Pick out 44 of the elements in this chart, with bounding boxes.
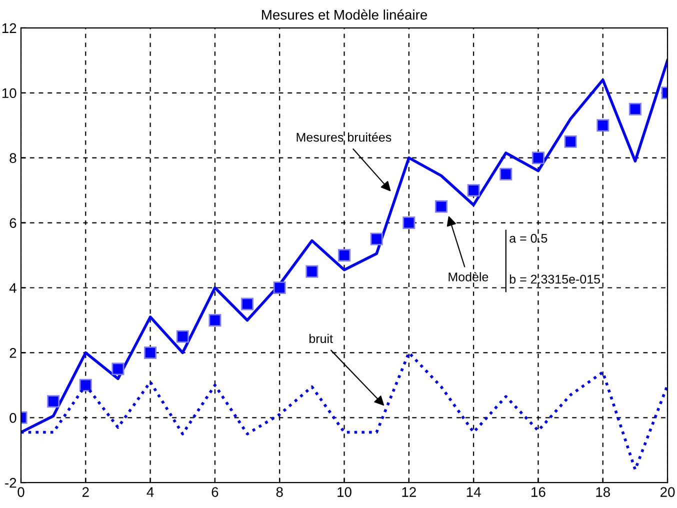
point — [467, 184, 480, 197]
chart-title: Mesures et Modèle linéaire — [262, 9, 428, 20]
point — [500, 168, 512, 180]
point — [532, 152, 544, 164]
point — [241, 298, 254, 310]
point — [273, 281, 286, 294]
y-tick-label: 10 — [2, 88, 16, 98]
x-tick-label: 14 — [466, 487, 481, 497]
annotation: b = 2.3315e-015 — [510, 274, 600, 284]
point — [79, 378, 92, 392]
point — [47, 395, 60, 408]
point — [306, 265, 318, 278]
y-tick-label: 12 — [2, 23, 16, 33]
x-tick-label: 2 — [82, 487, 89, 497]
x-tick-label: 0 — [18, 487, 24, 497]
x-tick-label: 20 — [660, 487, 675, 497]
x-tick-label: 8 — [276, 487, 283, 497]
point — [338, 249, 351, 262]
point — [628, 102, 642, 116]
point — [144, 346, 157, 359]
point — [596, 119, 610, 132]
point — [112, 362, 124, 376]
x-tick-label: 6 — [212, 487, 218, 497]
y-tick-label: 8 — [10, 153, 16, 164]
y-tick-label: 6 — [10, 218, 16, 228]
x-tick-label: 12 — [402, 487, 416, 497]
point — [208, 314, 222, 326]
annotation: Modèle — [448, 272, 488, 282]
x-tick-label: 18 — [596, 487, 610, 497]
annotation: Mesures bruitées — [296, 132, 392, 142]
y-tick-label: 2 — [10, 348, 16, 358]
point — [370, 232, 383, 246]
x-tick-label: 16 — [532, 487, 546, 497]
y-tick-label: 4 — [9, 283, 16, 293]
y-tick-label: -2 — [5, 478, 16, 488]
point — [176, 330, 189, 343]
annotation: bruit — [310, 334, 333, 344]
y-tick-label: 0 — [10, 412, 16, 423]
point — [434, 200, 448, 213]
point — [564, 135, 577, 148]
point — [402, 216, 416, 230]
x-tick-label: 4 — [146, 487, 154, 497]
annotation: a = 0.5 — [510, 234, 548, 243]
x-tick-label: 10 — [338, 487, 352, 497]
